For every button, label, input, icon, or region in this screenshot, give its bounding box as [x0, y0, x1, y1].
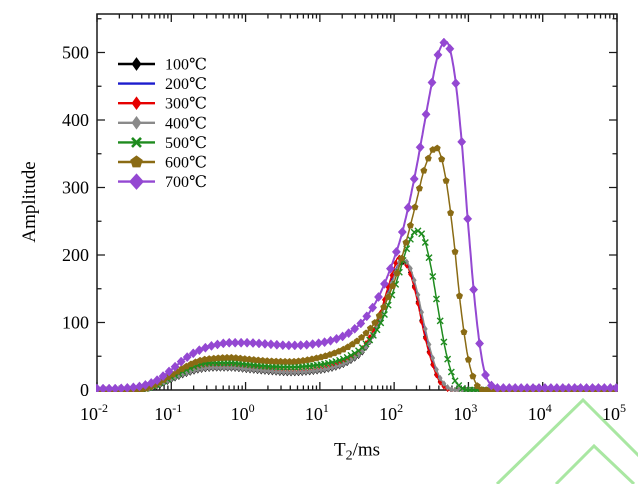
y-tick-label: 400 — [62, 110, 89, 130]
legend-marker — [131, 115, 142, 130]
legend-marker — [131, 96, 142, 111]
legend-item-100c: 100℃ — [118, 57, 207, 74]
series-markers — [96, 37, 618, 392]
series-700c — [96, 37, 618, 392]
legend-item-200c: 200℃ — [118, 76, 207, 93]
x-tick-label: 101 — [305, 401, 329, 424]
x-axis-label-unit: /ms — [352, 439, 381, 461]
light-green-chevron-watermark-0 — [495, 397, 638, 484]
legend-label: 500℃ — [165, 135, 207, 152]
legend-marker — [131, 136, 142, 148]
legend-item-400c: 400℃ — [118, 115, 207, 132]
y-tick-label: 200 — [62, 245, 89, 265]
y-axis-ticks — [97, 18, 617, 391]
legend-item-500c: 500℃ — [118, 135, 207, 152]
legend-item-300c: 300℃ — [118, 96, 207, 113]
legend-label: 300℃ — [165, 96, 207, 113]
legend-item-600c: 600℃ — [118, 155, 207, 172]
legend-label: 400℃ — [165, 115, 207, 132]
legend-label: 200℃ — [165, 76, 207, 93]
y-axis-label: Amplitude — [19, 161, 40, 243]
legend-label: 600℃ — [165, 155, 207, 172]
series-line — [97, 40, 617, 390]
x-tick-label: 104 — [528, 401, 552, 424]
series-markers — [96, 144, 618, 392]
legend-marker — [131, 57, 142, 71]
y-tick-label: 100 — [62, 312, 89, 332]
plot-frame — [96, 13, 618, 391]
y-tick-label: 500 — [62, 42, 89, 62]
x-tick-label: 10-2 — [80, 401, 108, 424]
x-axis-label-subscript: 2 — [345, 448, 353, 464]
x-axis-label-base: T — [333, 439, 346, 461]
legend-label: 100℃ — [165, 57, 207, 74]
x-tick-label: 103 — [453, 401, 477, 424]
legend-label: 700℃ — [165, 174, 207, 191]
x-axis-label: T2/ms — [334, 440, 380, 465]
curves-layer — [96, 37, 618, 392]
y-tick-label: 0 — [80, 380, 89, 400]
legend-item-700c: 700℃ — [118, 173, 207, 191]
legend: 100℃ 200℃ 300℃ 400℃ 500℃ 600℃ 700℃ — [118, 57, 207, 191]
y-tick-label: 300 — [62, 177, 89, 197]
x-tick-label: 102 — [379, 401, 403, 424]
x-tick-label: 105 — [602, 401, 626, 424]
legend-marker — [129, 173, 144, 190]
x-tick-label: 10-1 — [154, 401, 182, 424]
x-tick-label: 100 — [231, 401, 255, 424]
light-green-chevron-watermark-1 — [554, 443, 636, 484]
legend-marker — [130, 155, 143, 168]
